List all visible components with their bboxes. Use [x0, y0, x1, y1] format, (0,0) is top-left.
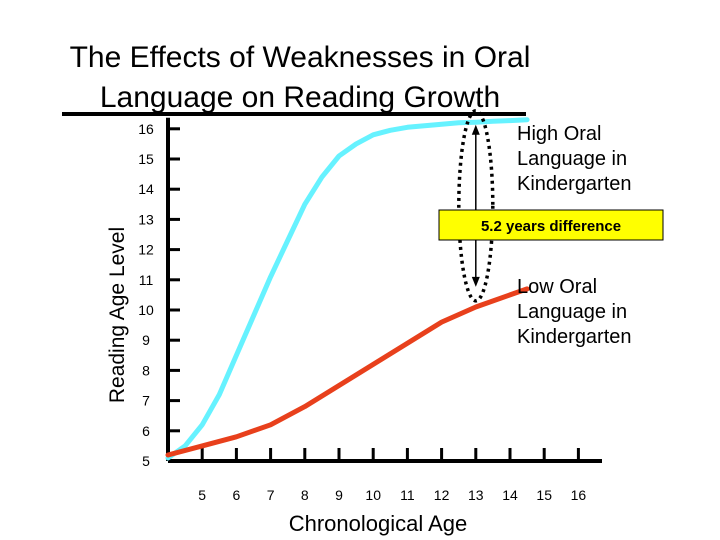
- y-tick-label: 10: [138, 302, 154, 318]
- chart-series: [165, 117, 530, 461]
- x-tick-label: 16: [571, 487, 587, 503]
- x-tick-label: 13: [468, 487, 484, 503]
- difference-label: 5.2 years difference: [481, 218, 621, 235]
- y-tick-label: 11: [139, 272, 154, 288]
- x-tick-label: 7: [267, 487, 275, 503]
- y-tick-label: 16: [138, 121, 154, 137]
- chart-annotations: 5.2 years difference High Oral Language in…: [438, 109, 664, 348]
- low-oral-language-label: Low Oral: [517, 276, 597, 298]
- y-tick-label: 5: [142, 453, 150, 469]
- low-oral-language-label: Language in: [517, 301, 627, 323]
- x-tick-label: 14: [502, 487, 518, 503]
- chart-axes: [166, 117, 602, 463]
- x-tick-label: 12: [434, 487, 450, 503]
- y-tick-label: 15: [138, 151, 154, 167]
- x-tick-label: 8: [301, 487, 309, 503]
- y-tick-label: 9: [142, 332, 150, 348]
- low-oral-language-label: Kindergarten: [517, 326, 632, 348]
- difference-ellipse: [457, 109, 495, 303]
- y-tick-label: 7: [142, 393, 150, 409]
- y-axis-label: Reading Age Level: [106, 227, 129, 403]
- y-tick-label: 12: [138, 242, 154, 258]
- title-underline: [62, 112, 526, 116]
- difference-arrow-head-bottom: [471, 276, 480, 287]
- y-tick-label: 14: [138, 181, 154, 197]
- low-oral-language-line: [165, 286, 530, 458]
- difference-arrow-head-top: [471, 124, 480, 135]
- x-tick-label: 11: [400, 487, 415, 503]
- x-tick-label: 9: [335, 487, 343, 503]
- high-oral-language-label: High Oral: [517, 123, 601, 145]
- x-tick-label: 10: [365, 487, 381, 503]
- chart-title-line-2: Language on Reading Growth: [99, 81, 501, 114]
- x-tick-label: 5: [198, 487, 206, 503]
- y-axis-ticks: 5 6 7 8 9 10 11 12 13 14 15 16: [138, 121, 180, 469]
- x-tick-label: 6: [233, 487, 241, 503]
- high-oral-language-label: Kindergarten: [517, 173, 632, 195]
- difference-label-box: [438, 209, 664, 241]
- x-tick-label: 15: [536, 487, 552, 503]
- y-tick-label: 6: [142, 423, 150, 439]
- x-axis-label: Chronological Age: [289, 511, 468, 536]
- y-tick-label: 8: [142, 362, 150, 378]
- x-axis-ticks: 5 6 7 8 9 10 11 12 13 14 15 16: [198, 448, 586, 503]
- high-oral-language-label: Language in: [517, 148, 627, 170]
- chart-title: The Effects of Weaknesses in Oral Langua…: [0, 38, 600, 118]
- high-oral-language-line: [165, 117, 530, 461]
- chart-title-line-1: The Effects of Weaknesses in Oral: [69, 41, 531, 74]
- y-tick-label: 13: [138, 211, 154, 227]
